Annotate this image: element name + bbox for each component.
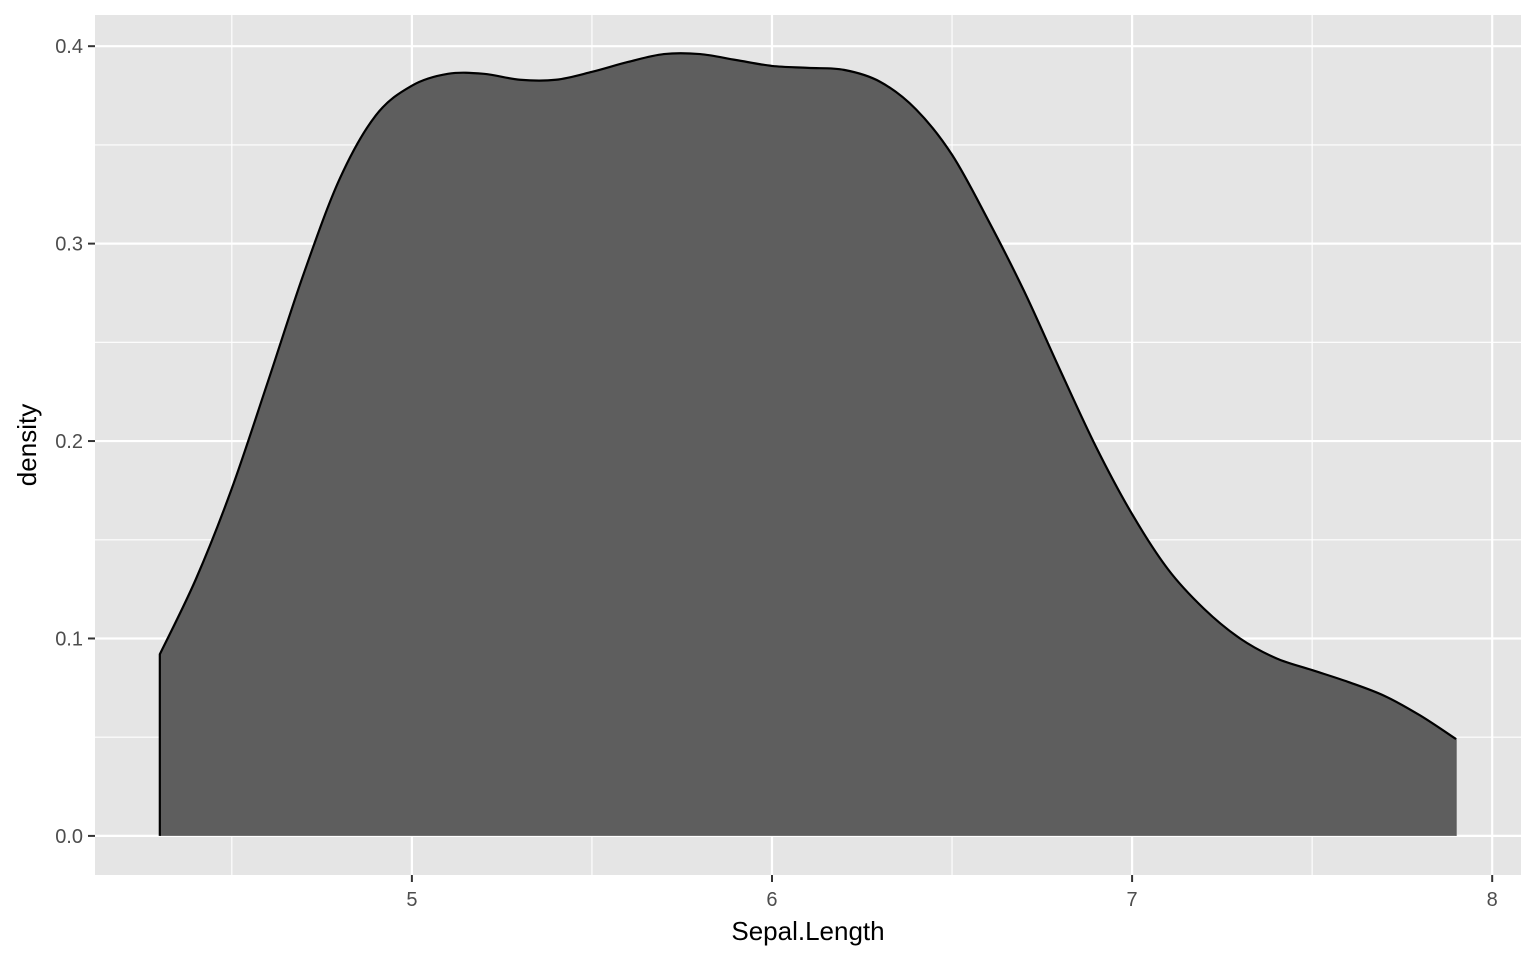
y-tick-label: 0.3 <box>55 234 83 256</box>
density-area <box>159 53 1457 836</box>
x-axis: 5 6 7 8 <box>406 875 1498 911</box>
y-tick-label: 0.0 <box>55 826 83 848</box>
y-tick-label: 0.1 <box>55 628 83 650</box>
x-tick-label: 6 <box>766 889 777 911</box>
density-marks <box>158 52 1457 836</box>
y-tick-label: 0.4 <box>55 36 83 58</box>
x-tick-label: 7 <box>1127 889 1138 911</box>
y-axis-title: density <box>12 404 42 486</box>
x-axis-title: Sepal.Length <box>731 916 884 946</box>
x-tick-label: 8 <box>1487 889 1498 911</box>
density-line <box>158 52 1457 836</box>
y-tick-label: 0.2 <box>55 431 83 453</box>
y-axis: 0.0 0.1 0.2 0.3 0.4 <box>55 36 95 848</box>
x-tick-label: 5 <box>406 889 417 911</box>
